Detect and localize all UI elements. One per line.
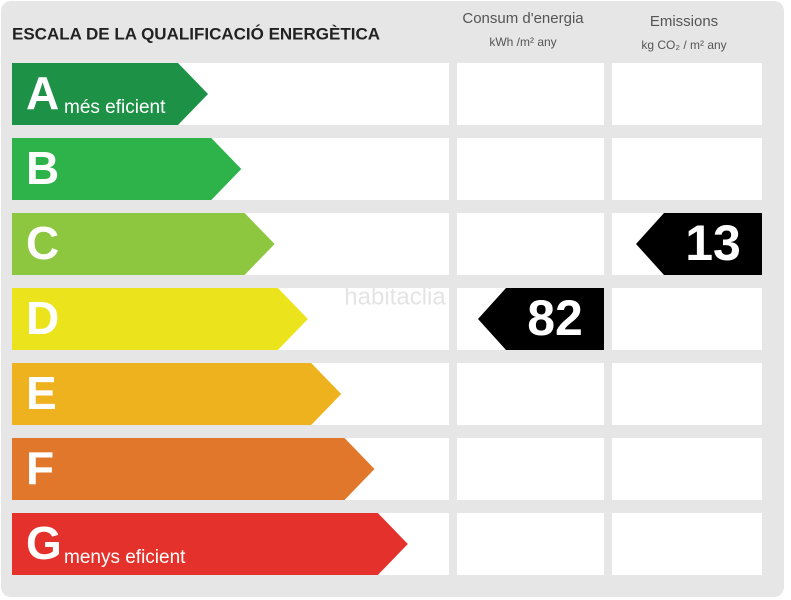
cell [457,138,604,200]
cell [457,438,604,500]
cell [612,288,762,350]
cell [457,63,604,125]
cell [612,363,762,425]
column-unit: kg CO₂ / m² any [641,38,726,52]
rating-letter: C [26,217,59,269]
value-arrow [478,288,604,350]
cell [612,513,762,575]
rating-arrow [12,513,408,575]
rating-arrow [12,138,242,200]
rating-arrow [12,363,342,425]
watermark: habitaclia [344,283,446,310]
rating-label: menys eficient [64,547,186,568]
rating-arrow [12,213,275,275]
cell [457,213,604,275]
rating-letter: E [26,367,57,419]
cell [612,438,762,500]
column-unit: kWh /m² any [489,35,556,49]
rating-arrow [12,288,308,350]
column-title: Emissions [650,13,718,30]
column-title: Consum d'energia [462,10,584,27]
cell [612,138,762,200]
rating-letter: G [26,517,62,569]
cell [457,363,604,425]
cell [457,513,604,575]
value: 13 [685,215,741,271]
rating-letter: A [26,67,59,119]
value-arrow [636,213,762,275]
rating-letter: B [26,142,59,194]
value: 82 [527,290,583,346]
cell [612,63,762,125]
rating-letter: F [26,442,54,494]
rating-letter: D [26,292,59,344]
rating-arrow [12,63,208,125]
title: ESCALA DE LA QUALIFICACIÓ ENERGÈTICA [12,24,380,43]
rating-arrow [12,438,375,500]
rating-label: més eficient [64,97,166,118]
